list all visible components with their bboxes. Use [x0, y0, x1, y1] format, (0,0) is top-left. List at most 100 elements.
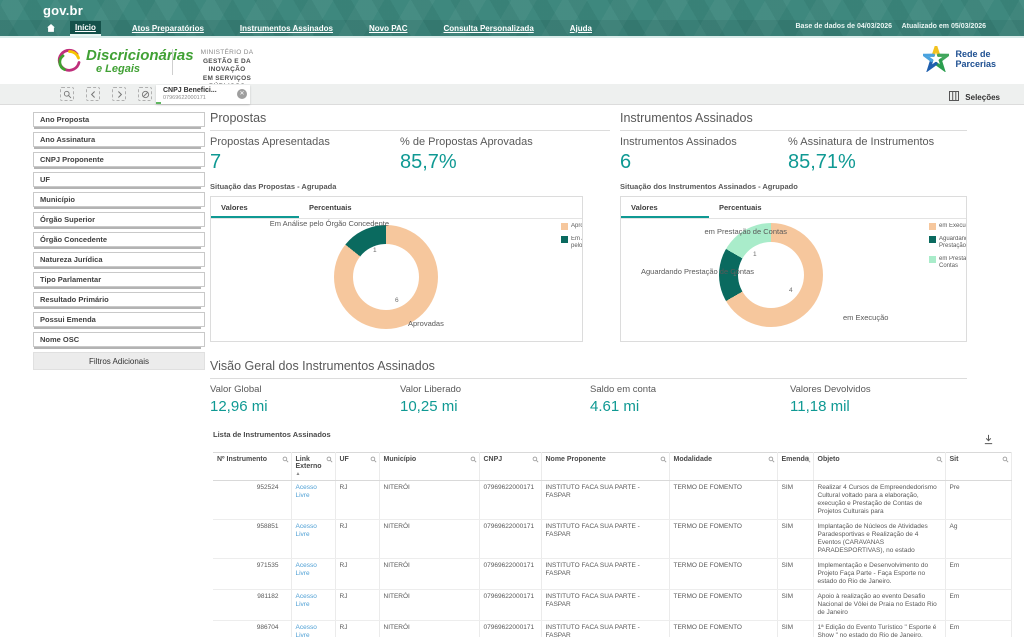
column-header-uf[interactable]: UF [335, 452, 380, 481]
legend-label: em Execução [939, 223, 966, 229]
search-icon[interactable] [768, 456, 775, 465]
search-icon[interactable] [326, 456, 333, 465]
filter-uf[interactable]: UF [33, 172, 205, 189]
govbr-logo: gov.br [43, 2, 83, 18]
nav-row: Início Atos Preparatórios Instrumentos Ass… [0, 20, 1024, 36]
cell-proponente: INSTITUTO FACA SUA PARTE - FASPAR [541, 589, 670, 621]
search-icon[interactable] [370, 456, 377, 465]
ministry-line2: GESTÃO E DA INOVAÇÃO [202, 57, 252, 74]
search-icon[interactable] [804, 456, 811, 465]
filter-possui-emenda[interactable]: Possui Emenda [33, 312, 205, 329]
table-row: 971535 Acesso Livre RJ NITERÓI 0796962200017… [213, 558, 1012, 590]
cell-instrumento: 981182 [213, 589, 292, 621]
filtros-adicionais-button[interactable]: Filtros Adicionais [33, 352, 205, 370]
tab-valores[interactable]: Valores [621, 197, 709, 218]
cell-uf: RJ [335, 519, 380, 559]
column-header-label: Emenda [781, 456, 809, 463]
smart-search-icon[interactable] [60, 87, 74, 101]
search-icon[interactable] [470, 456, 477, 465]
selection-chip-cnpj[interactable]: CNPJ Benefici... 07969622000171 ✕ [156, 85, 250, 104]
nav-item-atos-preparatorios[interactable]: Atos Preparatórios [131, 23, 204, 33]
nav-item-consulta-personalizada[interactable]: Consulta Personalizada [443, 23, 534, 33]
filter-nome-osc[interactable]: Nome OSC [33, 332, 205, 349]
table-row: 952524 Acesso Livre RJ NITERÓI 0796962200017… [213, 480, 1012, 520]
column-header-objeto[interactable]: Objeto [813, 452, 946, 481]
kpi-valor-liberado: Valor Liberado 10,25 mi [400, 384, 462, 415]
external-access-link[interactable]: Acesso Livre [295, 523, 317, 538]
external-access-link[interactable]: Acesso Livre [295, 624, 317, 637]
legend-item-aguardando-prestacao-de-contas[interactable]: Aguardando Prestação de Contas [929, 236, 966, 250]
partner-name: Rede de Parcerias [955, 49, 996, 69]
instrumentos-chart-tabs: Valores Percentuais [621, 197, 966, 219]
filter-orgao-superior[interactable]: Órgão Superior [33, 212, 205, 229]
search-icon[interactable] [282, 456, 289, 465]
filter-ano-assinatura[interactable]: Ano Assinatura [33, 132, 205, 149]
column-header-nome-proponente[interactable]: Nome Proponente [541, 452, 670, 481]
slice-label: Aguardando Prestação de Contas [641, 267, 754, 276]
legend-item-em-execucao[interactable]: em Execução [929, 223, 966, 230]
step-back-icon[interactable] [86, 87, 100, 101]
ministry-line1: MINISTÉRIO DA [200, 49, 254, 56]
filter-list: Ano Proposta Ano Assinatura CNPJ Proponent… [33, 112, 205, 349]
legend-item-em-analise-pelo-orgao-concedente[interactable]: Em Análise pelo Órgão Concedente [561, 236, 582, 250]
legend-swatch [929, 223, 936, 230]
filter-cnpj-proponente[interactable]: CNPJ Proponente [33, 152, 205, 169]
search-icon[interactable] [660, 456, 667, 465]
filter-natureza-juridica[interactable]: Natureza Jurídica [33, 252, 205, 269]
column-header-sit[interactable]: Sit [945, 452, 1012, 481]
app-header: Discricionárias e Legais MINISTÉRIO DA G… [0, 40, 1024, 90]
selections-bar: CNPJ Benefici... 07969622000171 ✕ Seleçõ… [0, 84, 1024, 105]
instrumentos-donut-chart[interactable] [719, 223, 823, 327]
search-icon[interactable] [1002, 456, 1009, 465]
cell-uf: RJ [335, 620, 380, 637]
selections-button[interactable]: Seleções [949, 88, 1000, 106]
filter-tipo-parlamentar[interactable]: Tipo Parlamentar [33, 272, 205, 289]
cell-emenda: SIM [777, 620, 814, 637]
nav-item-inicio[interactable]: Início [70, 20, 101, 36]
cell-instrumento: 958851 [213, 519, 292, 559]
cell-emenda: SIM [777, 480, 814, 520]
cell-municipio: NITERÓI [379, 589, 480, 621]
column-header-cnpj[interactable]: CNPJ [479, 452, 542, 481]
nav-item-ajuda[interactable]: Ajuda [569, 23, 592, 33]
table-title: Lista de Instrumentos Assinados [213, 430, 331, 439]
tab-percentuais[interactable]: Percentuais [719, 203, 762, 212]
external-access-link[interactable]: Acesso Livre [295, 562, 317, 577]
search-icon[interactable] [532, 456, 539, 465]
external-access-link[interactable]: Acesso Livre [295, 484, 317, 499]
nav-item-instrumentos-assinados[interactable]: Instrumentos Assinados [239, 23, 333, 33]
legend-label: Aprovadas [571, 223, 583, 229]
legend-label: em Prestação de Contas [939, 256, 967, 269]
kpi-saldo-em-conta: Saldo em conta 4.61 mi [590, 384, 657, 415]
column-header-link-externo[interactable]: Link Externo ▲ [291, 452, 336, 481]
clear-selections-icon[interactable] [138, 87, 152, 101]
cell-emenda: SIM [777, 558, 814, 590]
column-header-municipio[interactable]: Município [379, 452, 480, 481]
column-header-modalidade[interactable]: Modalidade [669, 452, 778, 481]
propostas-donut-chart[interactable] [334, 225, 438, 329]
cell-municipio: NITERÓI [379, 620, 480, 637]
cell-modalidade: TERMO DE FOMENTO [669, 558, 778, 590]
download-icon[interactable] [983, 432, 994, 450]
cell-modalidade: TERMO DE FOMENTO [669, 589, 778, 621]
cell-emenda: SIM [777, 519, 814, 559]
filter-municipio[interactable]: Município [33, 192, 205, 209]
chip-close-icon[interactable]: ✕ [237, 89, 247, 99]
filter-orgao-concedente[interactable]: Órgão Concedente [33, 232, 205, 249]
search-icon[interactable] [936, 456, 943, 465]
tab-percentuais[interactable]: Percentuais [309, 203, 352, 212]
legend-item-aprovadas[interactable]: Aprovadas [561, 223, 583, 230]
external-access-link[interactable]: Acesso Livre [295, 593, 317, 608]
cell-proponente: INSTITUTO FACA SUA PARTE - FASPAR [541, 620, 670, 637]
filter-ano-proposta[interactable]: Ano Proposta [33, 112, 205, 129]
legend-item-em-prestacao-de-contas[interactable]: em Prestação de Contas [929, 256, 967, 270]
column-header-emenda[interactable]: Emenda [777, 452, 814, 481]
step-forward-icon[interactable] [112, 87, 126, 101]
cell-municipio: NITERÓI [379, 480, 480, 520]
tab-valores[interactable]: Valores [211, 197, 299, 218]
cell-situacao: Pre [945, 480, 1012, 520]
nav-item-novo-pac[interactable]: Novo PAC [368, 23, 408, 33]
column-header-n-instrumento[interactable]: Nº Instrumento [213, 452, 292, 481]
filter-resultado-primario[interactable]: Resultado Primário [33, 292, 205, 309]
home-icon[interactable] [46, 23, 56, 33]
